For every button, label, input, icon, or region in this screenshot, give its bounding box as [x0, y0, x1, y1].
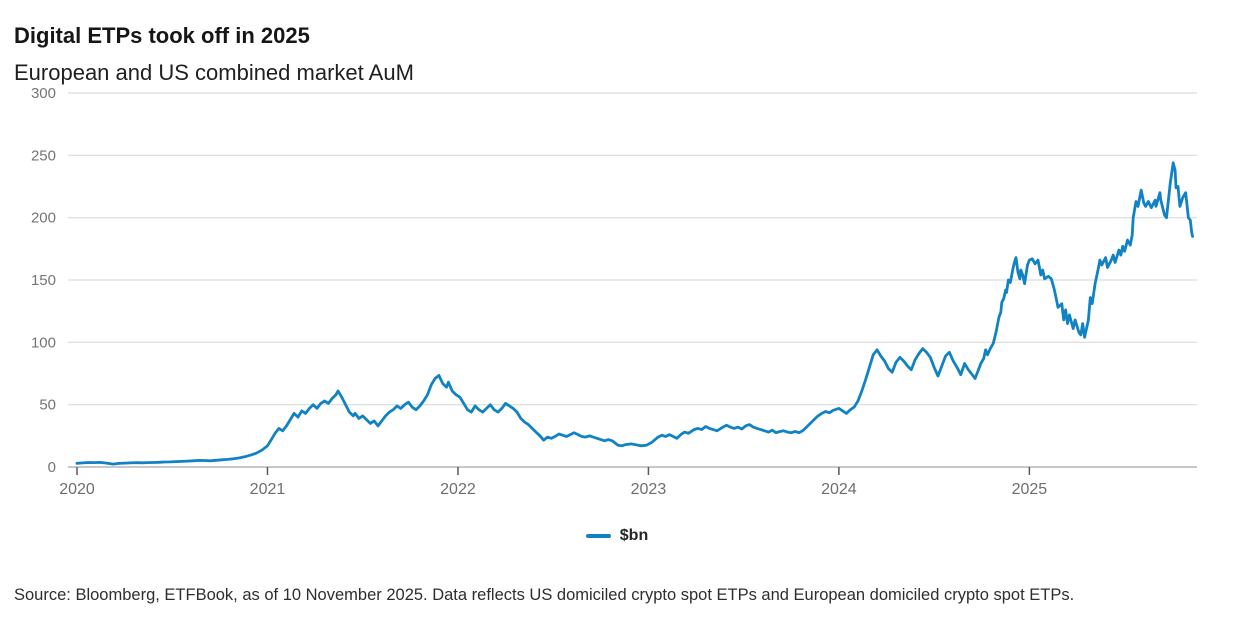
y-tick-label: 150 — [31, 272, 56, 289]
y-tick-label: 0 — [48, 459, 56, 476]
chart-title: Digital ETPs took off in 2025 — [14, 22, 310, 48]
x-tick-label: 2025 — [1012, 481, 1048, 498]
source-note: Source: Bloomberg, ETFBook, as of 10 Nov… — [14, 586, 1075, 604]
y-tick-label: 250 — [31, 147, 56, 164]
y-tick-label: 300 — [31, 85, 56, 102]
line-chart: 0 50 100 150 200 250 300 2020 2021 2022 2023 2024 20… — [31, 85, 1197, 498]
y-tick-label: 200 — [31, 210, 56, 227]
x-tick-label: 2021 — [250, 481, 286, 498]
chart-subtitle: European and US combined market AuM — [14, 60, 414, 86]
x-tick-label: 2020 — [59, 481, 95, 498]
y-tick-label: 50 — [39, 397, 56, 414]
x-tick-label: 2022 — [440, 481, 476, 498]
legend-line-swatch — [585, 534, 611, 538]
legend-label: $bn — [619, 527, 649, 544]
x-tick-label: 2023 — [631, 481, 667, 498]
series-line-bn — [75, 161, 1194, 466]
x-tick-label: 2024 — [821, 481, 857, 498]
chart-legend: $bn — [0, 527, 1234, 545]
y-tick-label: 100 — [31, 334, 56, 351]
